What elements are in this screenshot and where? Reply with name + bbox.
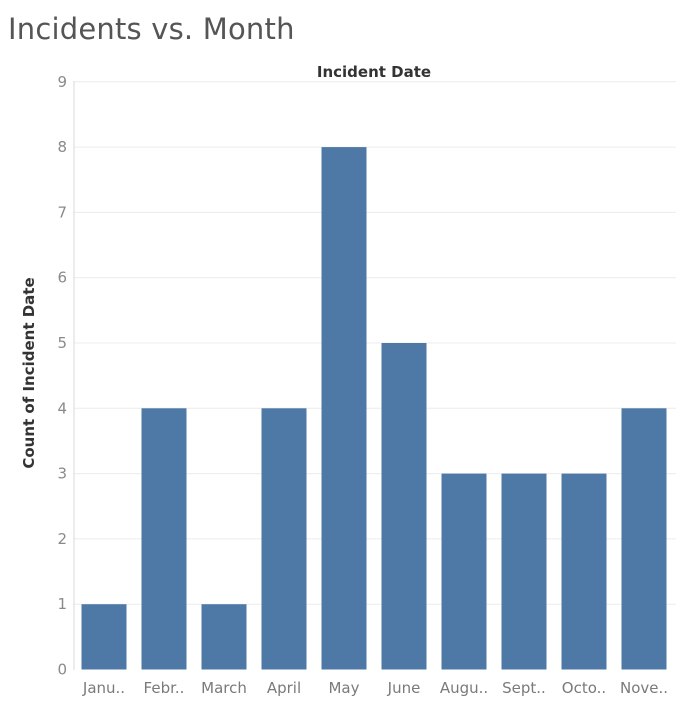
x-tick-label: Augu.. bbox=[440, 679, 488, 697]
bar-febr[interactable] bbox=[141, 408, 187, 670]
x-tick-label: March bbox=[201, 679, 247, 697]
y-tick-label: 9 bbox=[57, 73, 67, 91]
x-tick-label: May bbox=[328, 679, 359, 697]
bar-may[interactable] bbox=[321, 147, 367, 670]
y-tick-label: 5 bbox=[57, 334, 67, 352]
y-tick-label: 2 bbox=[57, 530, 67, 548]
bar-april[interactable] bbox=[261, 408, 307, 670]
bar-nove[interactable] bbox=[621, 408, 667, 670]
y-tick-label: 1 bbox=[57, 595, 67, 613]
bar-janu[interactable] bbox=[81, 604, 127, 670]
y-tick-label: 8 bbox=[57, 138, 67, 156]
bar-june[interactable] bbox=[381, 343, 427, 670]
y-tick-label: 4 bbox=[57, 399, 67, 417]
x-tick-labels: Janu.. Febr.. March April May June Augu.. Sept.… bbox=[82, 679, 668, 697]
bars bbox=[81, 147, 667, 670]
y-tick-label: 0 bbox=[57, 661, 67, 679]
y-axis-title: Count of Incident Date bbox=[20, 277, 38, 468]
x-axis-title: Incident Date bbox=[317, 63, 431, 81]
x-tick-label: Febr.. bbox=[144, 679, 185, 697]
x-tick-label: Octo.. bbox=[562, 679, 606, 697]
x-tick-label: June bbox=[387, 679, 421, 697]
x-tick-label: April bbox=[267, 679, 301, 697]
x-tick-label: Janu.. bbox=[82, 679, 125, 697]
bar-sept[interactable] bbox=[501, 473, 547, 670]
bar-augu[interactable] bbox=[441, 473, 487, 670]
y-tick-labels: 0 1 2 3 4 5 6 7 8 9 bbox=[57, 73, 67, 679]
y-tick-label: 7 bbox=[57, 203, 67, 221]
x-tick-label: Nove.. bbox=[620, 679, 668, 697]
y-tick-label: 3 bbox=[57, 465, 67, 483]
y-tick-label: 6 bbox=[57, 269, 67, 287]
x-tick-label: Sept.. bbox=[502, 679, 546, 697]
chart-title: Incidents vs. Month bbox=[8, 12, 295, 46]
bar-octo[interactable] bbox=[561, 473, 607, 670]
bar-march[interactable] bbox=[201, 604, 247, 670]
